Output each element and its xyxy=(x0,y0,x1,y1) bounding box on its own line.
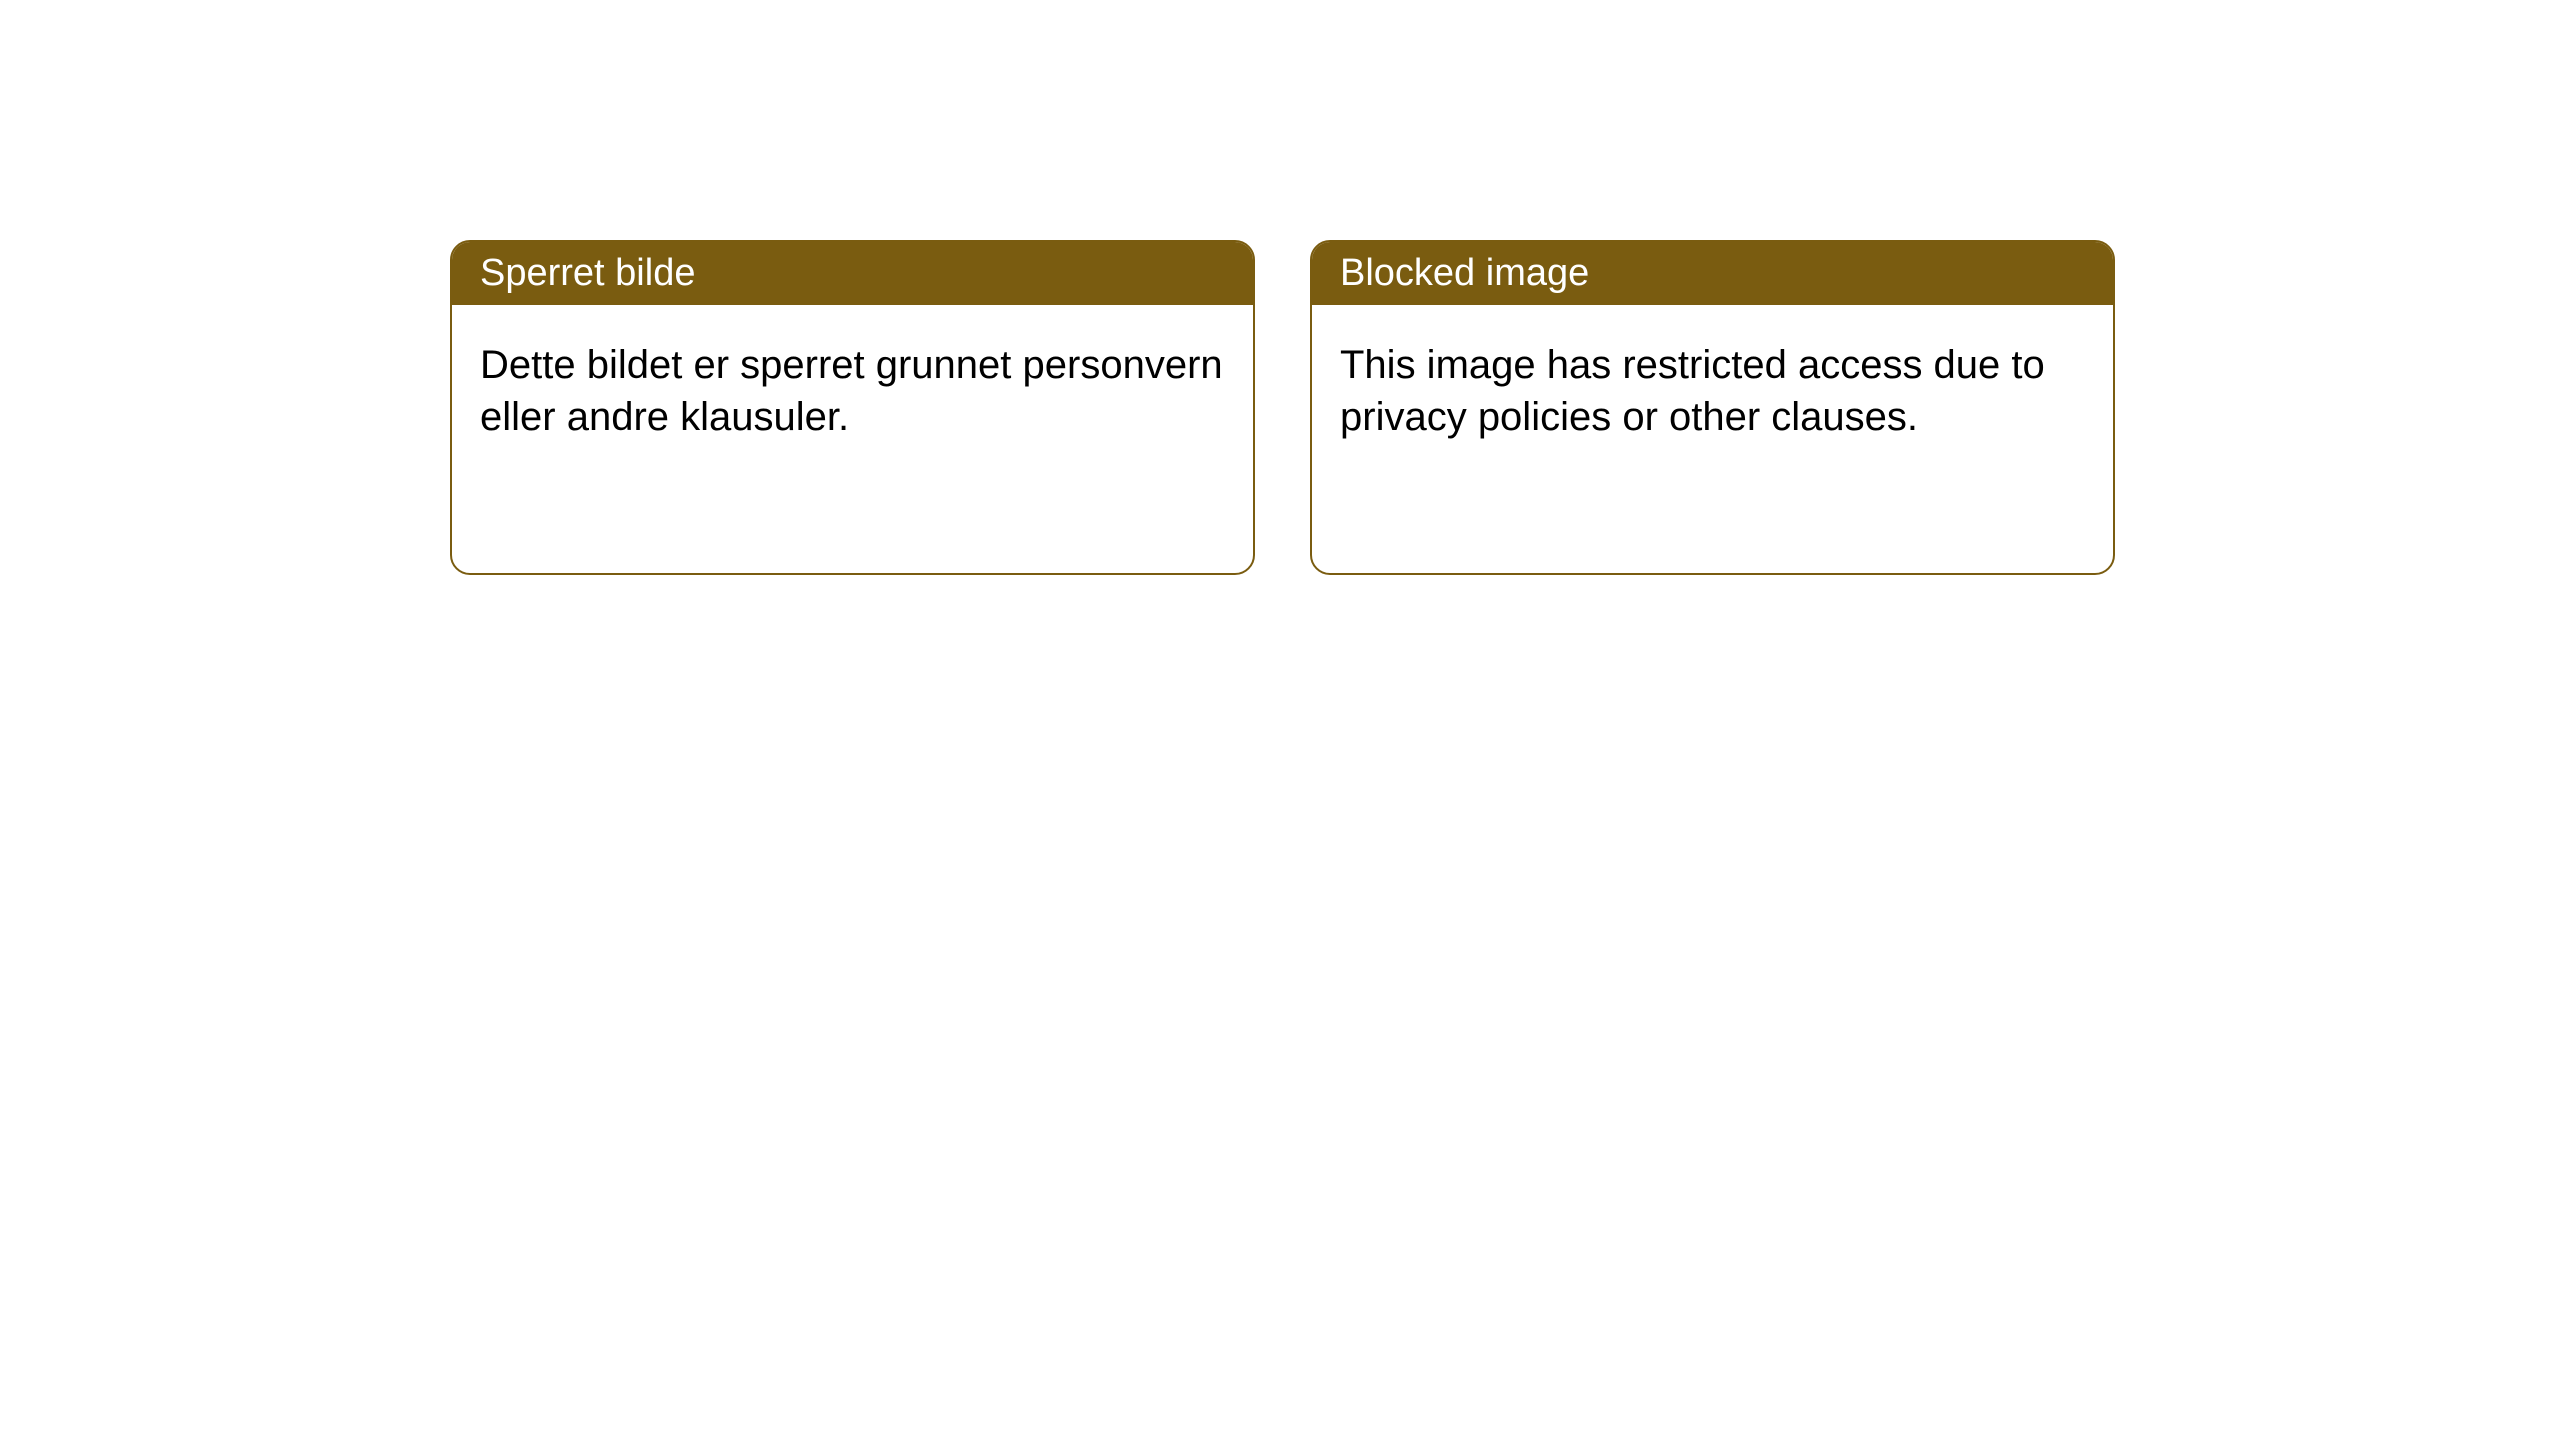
blocked-image-card-norwegian: Sperret bilde Dette bildet er sperret gr… xyxy=(450,240,1255,575)
blocked-image-notices: Sperret bilde Dette bildet er sperret gr… xyxy=(450,240,2115,575)
card-body-norwegian: Dette bildet er sperret grunnet personve… xyxy=(452,305,1253,477)
card-title-english: Blocked image xyxy=(1312,242,2113,305)
blocked-image-card-english: Blocked image This image has restricted … xyxy=(1310,240,2115,575)
card-title-norwegian: Sperret bilde xyxy=(452,242,1253,305)
card-body-english: This image has restricted access due to … xyxy=(1312,305,2113,477)
